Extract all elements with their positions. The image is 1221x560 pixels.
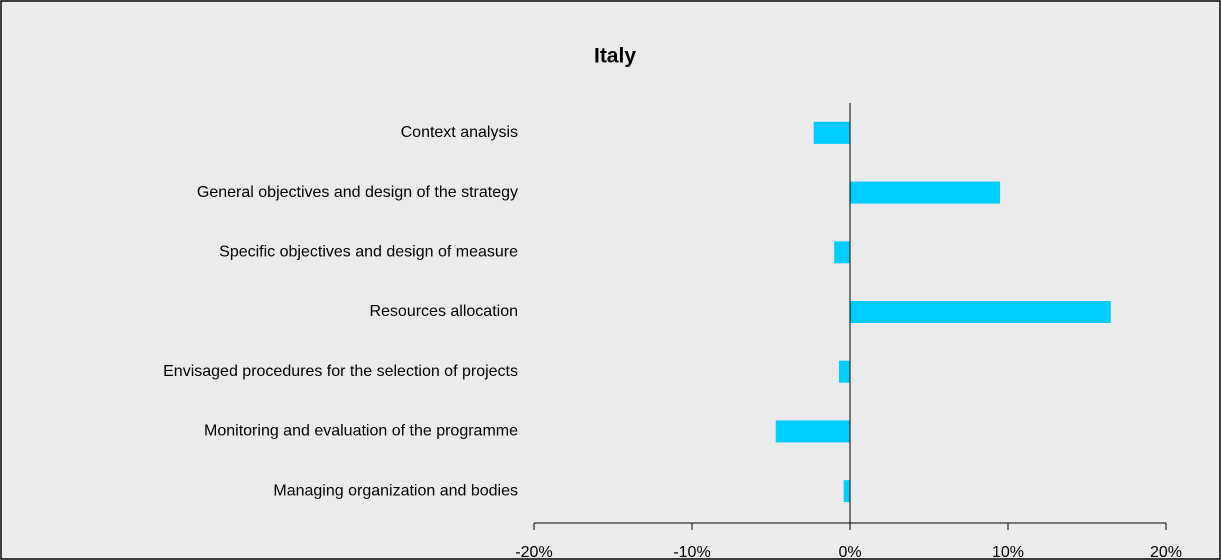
y-tick-label: General objectives and design of the str… [197, 184, 518, 201]
y-tick-label: Context analysis [401, 124, 518, 141]
bar [843, 480, 850, 503]
bar [838, 360, 850, 383]
bar [834, 241, 850, 264]
x-tick-label: 20% [1150, 544, 1182, 560]
bar [813, 121, 850, 144]
y-tick-label: Specific objectives and design of measur… [219, 244, 518, 261]
y-tick-label: Monitoring and evaluation of the program… [204, 423, 518, 440]
x-tick-label: -10% [673, 544, 710, 560]
bar [850, 301, 1111, 323]
bar [850, 181, 1001, 204]
y-tick-label: Envisaged procedures for the selection o… [163, 363, 518, 380]
x-tick-label: -20% [515, 544, 552, 560]
y-tick-label: Resources allocation [369, 303, 518, 320]
x-tick-label: 0% [838, 544, 861, 560]
bar [775, 420, 850, 443]
y-tick-label: Managing organization and bodies [273, 482, 518, 499]
x-tick-label: 10% [992, 544, 1024, 560]
chart-title: Italy [594, 45, 636, 68]
